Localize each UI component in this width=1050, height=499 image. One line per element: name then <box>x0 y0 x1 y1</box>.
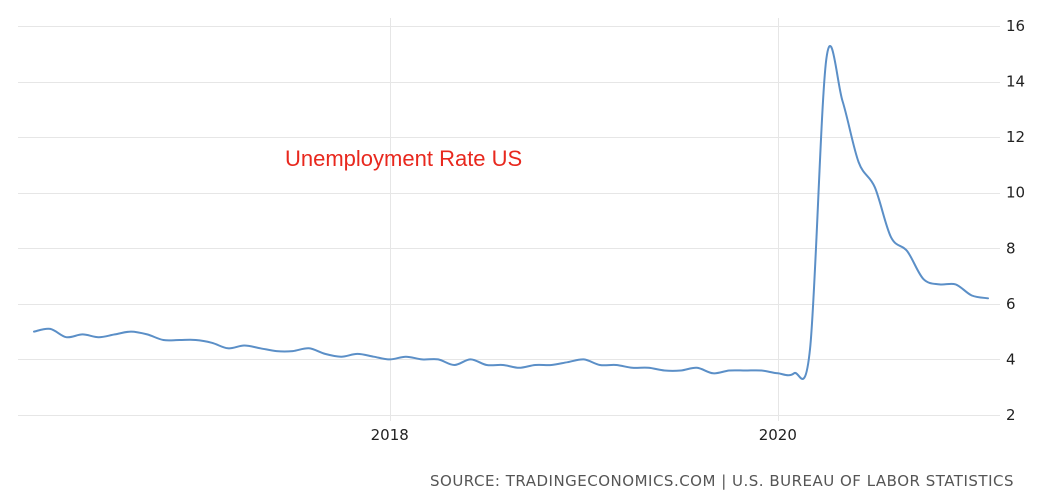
y-tick-label: 14 <box>1006 73 1025 91</box>
y-tick-label: 4 <box>1006 350 1016 368</box>
y-tick-label: 12 <box>1006 128 1025 146</box>
chart-annotation: Unemployment Rate US <box>285 146 522 171</box>
y-tick-label: 10 <box>1006 184 1025 202</box>
y-axis-ticks: 2 4 6 8 10 12 14 16 <box>1006 17 1025 424</box>
source-credit: SOURCE: TRADINGECONOMICS.COM | U.S. BURE… <box>430 472 1014 490</box>
y-tick-label: 6 <box>1006 295 1016 313</box>
y-tick-label: 16 <box>1006 17 1025 35</box>
gridlines <box>18 18 1000 421</box>
x-tick-label: 2018 <box>371 426 409 444</box>
y-tick-label: 8 <box>1006 239 1016 257</box>
x-axis-ticks: 2018 2020 <box>371 426 797 444</box>
y-tick-label: 2 <box>1006 406 1016 424</box>
x-tick-label: 2020 <box>759 426 797 444</box>
series-line-unemployment-rate <box>33 45 989 380</box>
